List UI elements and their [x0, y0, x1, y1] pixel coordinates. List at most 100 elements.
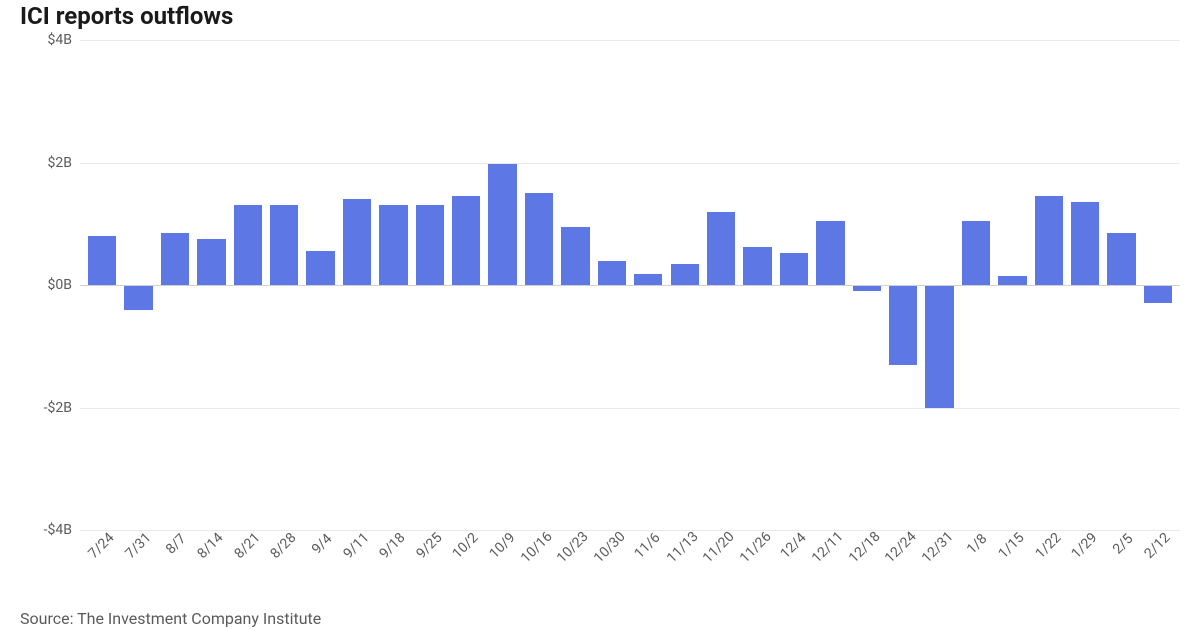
x-tick-label: 10/23: [554, 529, 592, 567]
gridline: [80, 163, 1180, 164]
x-label-slot: 10/16: [521, 534, 557, 594]
x-tick-label: 9/4: [308, 531, 335, 558]
x-label-slot: 1/8: [958, 534, 994, 594]
x-tick-label: 12/11: [809, 529, 847, 567]
bar: [197, 239, 225, 285]
x-label-slot: 11/26: [739, 534, 775, 594]
x-tick-label: 10/2: [450, 530, 482, 562]
x-label-slot: 9/11: [339, 534, 375, 594]
source-text: Source: The Investment Company Institute: [20, 609, 321, 628]
y-tick-label: -$4B: [44, 522, 72, 538]
x-tick-label: 8/28: [268, 530, 300, 562]
x-label-slot: 12/24: [885, 534, 921, 594]
x-tick-label: 10/16: [518, 529, 556, 567]
x-label-slot: 7/31: [120, 534, 156, 594]
x-label-slot: 8/14: [193, 534, 229, 594]
bar: [561, 227, 589, 285]
x-tick-label: 9/11: [340, 530, 372, 562]
x-label-slot: 9/4: [302, 534, 338, 594]
x-label-slot: 1/29: [1067, 534, 1103, 594]
bar: [124, 285, 152, 310]
x-label-slot: 8/7: [157, 534, 193, 594]
bar: [88, 236, 116, 285]
x-tick-label: 11/13: [664, 529, 702, 567]
chart-area: $4B$2B$0B-$2B-$4B 7/247/318/78/148/218/2…: [20, 40, 1180, 580]
x-tick-label: 1/22: [1032, 530, 1064, 562]
x-tick-label: 12/18: [846, 529, 884, 567]
x-tick-label: 12/31: [918, 529, 956, 567]
x-label-slot: 10/9: [484, 534, 520, 594]
x-label-slot: 11/6: [630, 534, 666, 594]
x-tick-label: 9/18: [377, 530, 409, 562]
bar: [889, 285, 917, 365]
y-tick-label: $2B: [48, 155, 72, 171]
x-label-slot: 2/12: [1140, 534, 1176, 594]
x-label-slot: 1/22: [1031, 534, 1067, 594]
bar: [671, 264, 699, 285]
bar: [1035, 196, 1063, 285]
x-tick-label: 8/7: [163, 531, 190, 558]
bar: [743, 247, 771, 285]
x-label-slot: 8/21: [230, 534, 266, 594]
x-label-slot: 12/11: [812, 534, 848, 594]
x-tick-label: 2/5: [1109, 531, 1136, 558]
x-label-slot: 11/13: [667, 534, 703, 594]
x-label-slot: 10/2: [448, 534, 484, 594]
x-tick-label: 10/30: [591, 529, 629, 567]
x-axis-labels: 7/247/318/78/148/218/289/49/119/189/2510…: [80, 534, 1180, 594]
x-tick-label: 1/8: [964, 531, 991, 558]
bar: [343, 199, 371, 285]
x-tick-label: 8/14: [195, 530, 227, 562]
x-tick-label: 11/26: [736, 529, 774, 567]
bar: [488, 163, 516, 286]
x-tick-label: 8/21: [231, 530, 263, 562]
y-tick-label: $4B: [48, 32, 72, 48]
x-label-slot: 10/23: [557, 534, 593, 594]
gridline: [80, 408, 1180, 409]
bar: [925, 285, 953, 408]
bar: [1107, 233, 1135, 285]
y-tick-label: -$2B: [44, 400, 72, 416]
x-tick-label: 12/4: [777, 530, 809, 562]
bar: [234, 205, 262, 285]
x-tick-label: 12/24: [882, 529, 920, 567]
bar: [379, 205, 407, 285]
x-label-slot: 1/15: [994, 534, 1030, 594]
x-tick-label: 11/6: [632, 530, 664, 562]
bar: [962, 221, 990, 285]
x-tick-label: 11/20: [700, 529, 738, 567]
x-label-slot: 12/4: [776, 534, 812, 594]
x-tick-label: 7/31: [122, 530, 154, 562]
x-label-slot: 12/31: [921, 534, 957, 594]
bar: [270, 205, 298, 285]
bar: [998, 276, 1026, 285]
x-label-slot: 7/24: [84, 534, 120, 594]
x-tick-label: 1/15: [996, 530, 1028, 562]
plot-area: [80, 40, 1180, 530]
x-tick-label: 2/12: [1141, 530, 1173, 562]
bar: [598, 261, 626, 286]
bar: [525, 193, 553, 285]
x-label-slot: 2/5: [1103, 534, 1139, 594]
bar: [161, 233, 189, 285]
bar: [416, 205, 444, 285]
x-label-slot: 9/18: [375, 534, 411, 594]
x-label-slot: 12/18: [849, 534, 885, 594]
bar: [780, 253, 808, 285]
x-label-slot: 11/20: [703, 534, 739, 594]
gridline: [80, 40, 1180, 41]
bar: [306, 251, 334, 285]
chart-container: ICI reports outflows $4B $2B $0B -$2B -$4B 7…: [0, 0, 1200, 630]
gridline: [80, 285, 1180, 286]
bar: [634, 274, 662, 285]
y-tick-label: $0B: [48, 277, 72, 293]
bar: [816, 221, 844, 285]
bar: [452, 196, 480, 285]
x-tick-label: 1/29: [1069, 530, 1101, 562]
y-axis: $4B$2B$0B-$2B-$4B: [20, 40, 80, 580]
x-label-slot: 9/25: [412, 534, 448, 594]
x-label-slot: 8/28: [266, 534, 302, 594]
x-tick-label: 9/25: [413, 530, 445, 562]
chart-title: ICI reports outflows: [20, 0, 1180, 30]
x-tick-label: 7/24: [86, 530, 118, 562]
